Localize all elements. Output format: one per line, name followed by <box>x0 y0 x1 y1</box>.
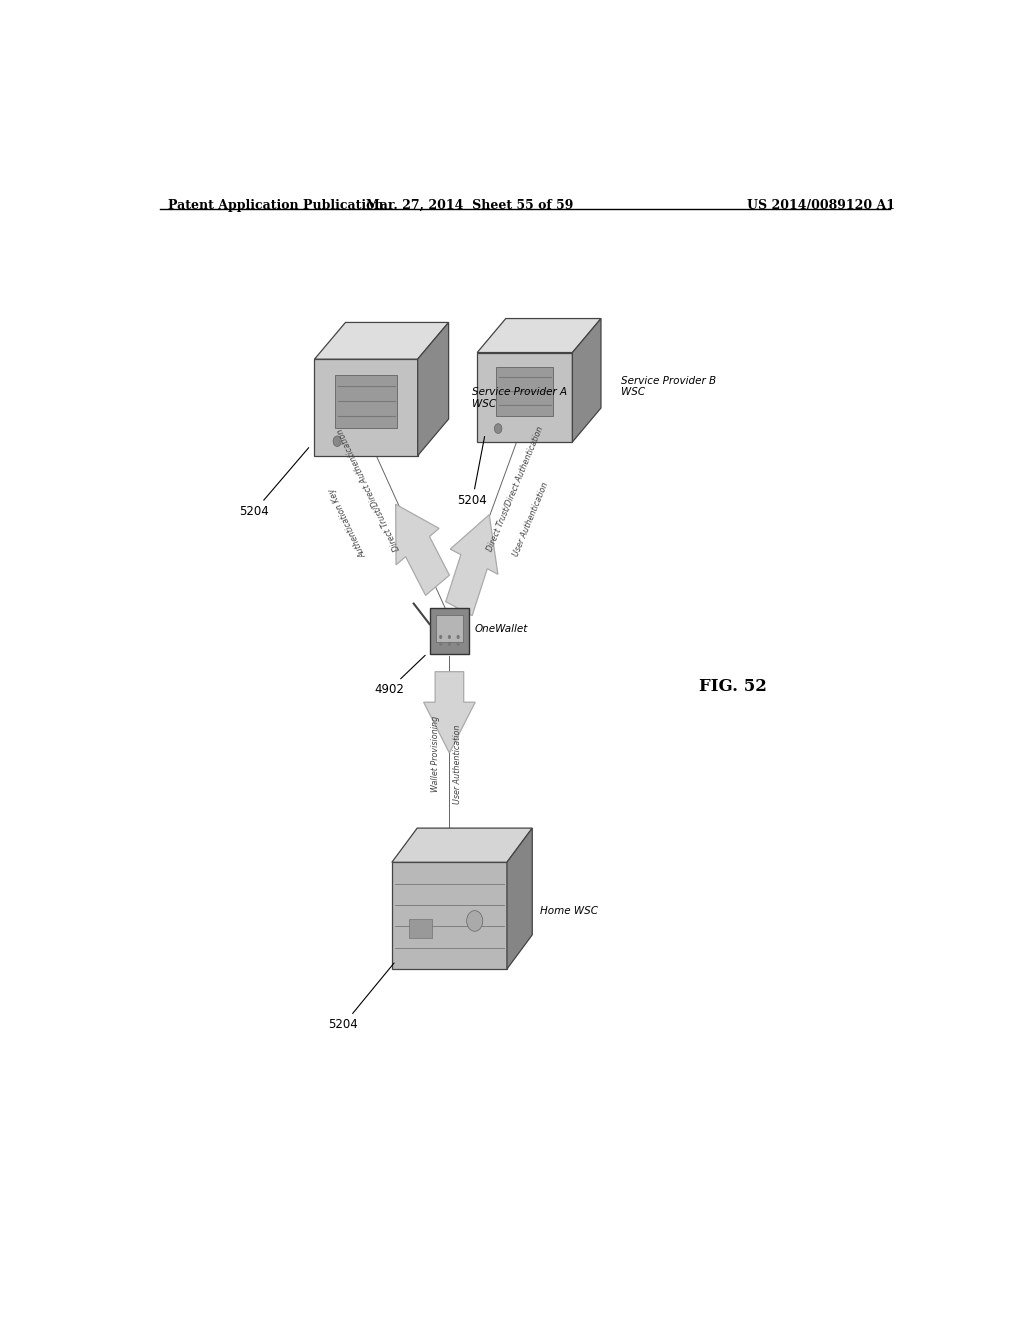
Polygon shape <box>314 359 418 455</box>
Text: FIG. 52: FIG. 52 <box>699 678 767 696</box>
FancyArrow shape <box>395 504 450 595</box>
Polygon shape <box>477 318 601 352</box>
Text: User Authentication: User Authentication <box>453 725 462 804</box>
Polygon shape <box>418 322 449 455</box>
Text: 4902: 4902 <box>374 655 425 697</box>
Text: Service Provider A
WSC: Service Provider A WSC <box>472 387 567 409</box>
Polygon shape <box>497 367 553 417</box>
Polygon shape <box>335 375 397 428</box>
Circle shape <box>495 424 502 433</box>
Text: OneWallet: OneWallet <box>475 624 528 634</box>
Text: 5204: 5204 <box>329 964 394 1031</box>
Text: Home WSC: Home WSC <box>541 906 598 916</box>
Text: 5204: 5204 <box>239 447 308 517</box>
Polygon shape <box>436 615 463 642</box>
Polygon shape <box>430 609 469 653</box>
Polygon shape <box>410 919 432 939</box>
Text: Direct Trust/Direct Authentication: Direct Trust/Direct Authentication <box>335 426 401 552</box>
Polygon shape <box>392 828 532 862</box>
Text: Service Provider B
WSC: Service Provider B WSC <box>621 376 716 397</box>
Text: 5204: 5204 <box>458 437 487 507</box>
Polygon shape <box>314 322 449 359</box>
FancyArrow shape <box>424 672 475 752</box>
FancyArrow shape <box>445 515 498 615</box>
Circle shape <box>457 635 460 639</box>
Circle shape <box>447 635 451 639</box>
Text: Patent Application Publication: Patent Application Publication <box>168 199 383 213</box>
Text: Mar. 27, 2014  Sheet 55 of 59: Mar. 27, 2014 Sheet 55 of 59 <box>366 199 573 213</box>
Text: Wallet Provisioning: Wallet Provisioning <box>431 717 439 792</box>
Polygon shape <box>507 828 532 969</box>
Text: Authentication Key: Authentication Key <box>328 487 369 560</box>
Text: US 2014/0089120 A1: US 2014/0089120 A1 <box>748 199 895 213</box>
Polygon shape <box>477 352 572 442</box>
Circle shape <box>439 642 442 645</box>
Circle shape <box>457 642 460 645</box>
Circle shape <box>467 911 482 932</box>
Text: User Authentication: User Authentication <box>511 480 550 557</box>
Circle shape <box>333 436 341 446</box>
Circle shape <box>439 635 442 639</box>
Polygon shape <box>572 318 601 442</box>
Text: Direct Trust/Direct Authentication: Direct Trust/Direct Authentication <box>485 425 545 553</box>
Polygon shape <box>392 862 507 969</box>
Circle shape <box>447 642 451 645</box>
